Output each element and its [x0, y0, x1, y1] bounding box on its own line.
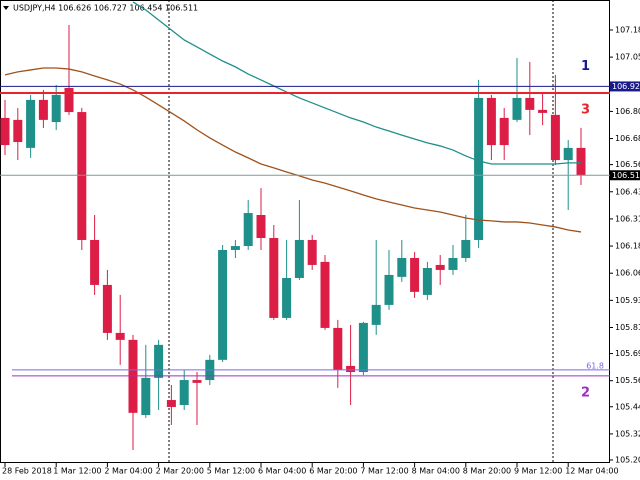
x-tick-label: 2 Mar 20:00 [156, 467, 204, 476]
moving-average [132, 1, 581, 165]
candle-body [550, 114, 560, 161]
y-tick-label: 106.060 [615, 269, 640, 278]
candle-body [461, 239, 471, 258]
x-tick-label: 9 Mar 12:00 [514, 467, 562, 476]
candle-body [102, 284, 112, 333]
candle-body [179, 380, 189, 406]
candle-body [0, 117, 10, 146]
candle-body [512, 97, 522, 120]
candle-body [282, 277, 292, 318]
y-tick-label: 106.560 [615, 160, 640, 169]
candle-body [38, 99, 48, 120]
candle-body [422, 267, 432, 295]
candle-body [358, 322, 368, 373]
y-tick-label: 107.180 [615, 25, 640, 34]
candle-body [448, 257, 458, 270]
candle-body [320, 261, 330, 328]
candle-body [538, 109, 548, 113]
candle-body [525, 97, 535, 110]
candle-body [64, 87, 74, 113]
candle-body [576, 147, 586, 176]
level-number: 1 [581, 59, 590, 74]
candle-body [51, 94, 61, 123]
y-tick-label: 105.810 [615, 323, 640, 332]
y-tick-label: 106.805 [615, 107, 640, 116]
candle-body [218, 249, 228, 360]
candle-body [499, 117, 509, 146]
candle-body [192, 380, 202, 383]
price-label-box [610, 170, 640, 181]
y-tick-label: 105.565 [615, 376, 640, 385]
y-tick-label: 107.055 [615, 53, 640, 62]
y-tick-label: 105.200 [615, 455, 640, 464]
candle-body [294, 239, 304, 278]
candle-body [410, 257, 420, 292]
candle-body [307, 239, 317, 265]
candle-body [13, 119, 23, 143]
y-tick-label: 105.320 [615, 429, 640, 438]
candle-body [154, 344, 164, 378]
x-tick-label: 12 Mar 04:00 [565, 467, 618, 476]
candle-body [474, 97, 484, 240]
y-tick-label: 106.310 [615, 214, 640, 223]
candle-body [115, 332, 125, 340]
candle-body [269, 238, 279, 318]
candle-body [346, 365, 356, 373]
fib-label: 61.8 [586, 361, 604, 370]
moving-average [4, 67, 582, 233]
x-tick-label: 1 Mar 12:00 [53, 467, 101, 476]
dropdown-icon [3, 6, 9, 10]
price-label-box [610, 81, 640, 92]
price-label: 106.511 [612, 171, 640, 180]
x-tick-label: 2 Mar 04:00 [104, 467, 152, 476]
candle-body [141, 377, 151, 416]
candle-body [256, 214, 266, 239]
y-tick-label: 105.445 [615, 402, 640, 411]
y-tick-label: 106.680 [615, 134, 640, 143]
level-number: 3 [581, 102, 590, 117]
candle-body [77, 112, 87, 240]
x-tick-label: 6 Mar 20:00 [309, 467, 357, 476]
x-tick-label: 8 Mar 04:00 [412, 467, 460, 476]
level-number: 2 [581, 385, 590, 400]
y-tick-label: 106.185 [615, 242, 640, 251]
chart-title: USDJPY,H4 106.626 106.727 106.454 106.51… [13, 4, 198, 13]
candle-body [166, 400, 176, 407]
x-tick-label: 7 Mar 12:00 [360, 467, 408, 476]
y-tick-label: 105.935 [615, 296, 640, 305]
price-label: 106.920 [612, 82, 640, 91]
x-tick-label: 28 Feb 2018 [2, 467, 52, 476]
plot-frame [0, 0, 610, 463]
candle-body [333, 327, 343, 370]
x-tick-label: 8 Mar 20:00 [463, 467, 511, 476]
candle-body [435, 264, 445, 270]
x-tick-label: 6 Mar 04:00 [258, 467, 306, 476]
candle-body [230, 246, 240, 250]
candle-body [243, 213, 253, 247]
candle-body [371, 304, 381, 325]
y-tick-label: 106.435 [615, 187, 640, 196]
y-tick-label: 105.690 [615, 349, 640, 358]
candle-body [384, 274, 394, 305]
candle-body [563, 147, 573, 161]
candle-body [90, 239, 100, 285]
candle-body [397, 257, 407, 277]
candle-body [26, 99, 36, 148]
x-tick-label: 5 Mar 12:00 [207, 467, 255, 476]
candle-body [486, 97, 496, 146]
